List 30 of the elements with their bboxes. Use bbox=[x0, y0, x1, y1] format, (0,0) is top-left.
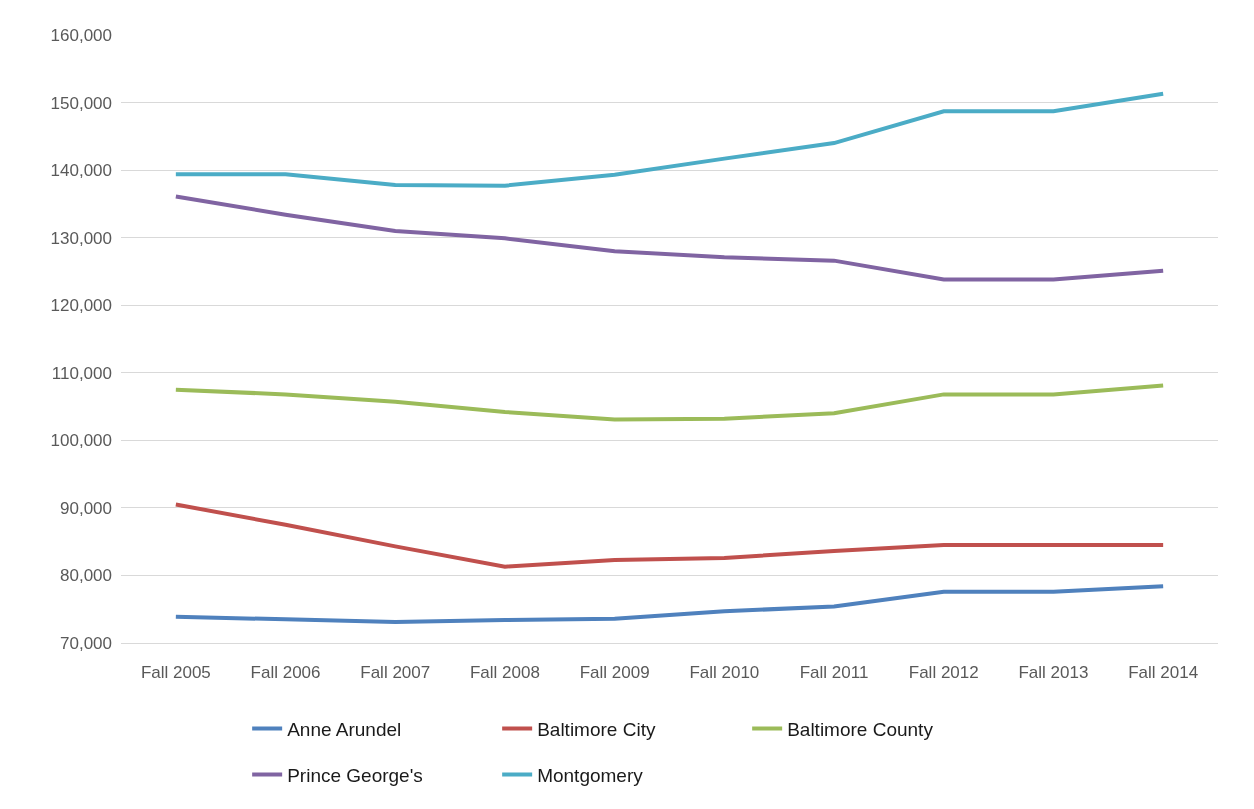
line-series bbox=[173, 91, 1166, 188]
y-tick-label: 80,000 bbox=[60, 566, 112, 586]
y-tick-label: 130,000 bbox=[50, 228, 112, 248]
x-tick-label: Fall 2005 bbox=[140, 663, 211, 683]
x-tick-label: Fall 2006 bbox=[250, 663, 321, 683]
x-tick-label: Fall 2013 bbox=[1018, 663, 1089, 683]
x-tick-label: Fall 2009 bbox=[579, 663, 650, 683]
y-tick-label: 150,000 bbox=[50, 93, 112, 113]
legend-label: Baltimore City bbox=[537, 718, 656, 740]
x-tick-label: Fall 2011 bbox=[799, 663, 869, 683]
y-tick-label: 90,000 bbox=[60, 498, 112, 518]
y-tick-label: 160,000 bbox=[50, 25, 112, 45]
x-tick-label: Fall 2010 bbox=[689, 663, 760, 683]
legend-label: Prince George's bbox=[287, 764, 423, 786]
y-tick-label: 100,000 bbox=[50, 431, 112, 451]
line-series bbox=[173, 383, 1166, 422]
x-tick-label: Fall 2014 bbox=[1128, 663, 1199, 683]
y-tick-label: 110,000 bbox=[51, 363, 112, 383]
x-tick-label: Fall 2008 bbox=[469, 663, 540, 683]
legend-label: Montgomery bbox=[537, 764, 644, 786]
line-series bbox=[173, 194, 1166, 282]
legend-label: Baltimore County bbox=[787, 718, 934, 740]
y-tick-label: 70,000 bbox=[60, 633, 112, 653]
x-tick-label: Fall 2007 bbox=[360, 663, 431, 683]
legend-label: Anne Arundel bbox=[287, 718, 402, 740]
line-series bbox=[173, 502, 1166, 569]
y-tick-label: 140,000 bbox=[50, 161, 112, 181]
line-series bbox=[173, 584, 1166, 625]
y-tick-label: 120,000 bbox=[50, 296, 112, 316]
x-tick-label: Fall 2012 bbox=[908, 663, 979, 683]
